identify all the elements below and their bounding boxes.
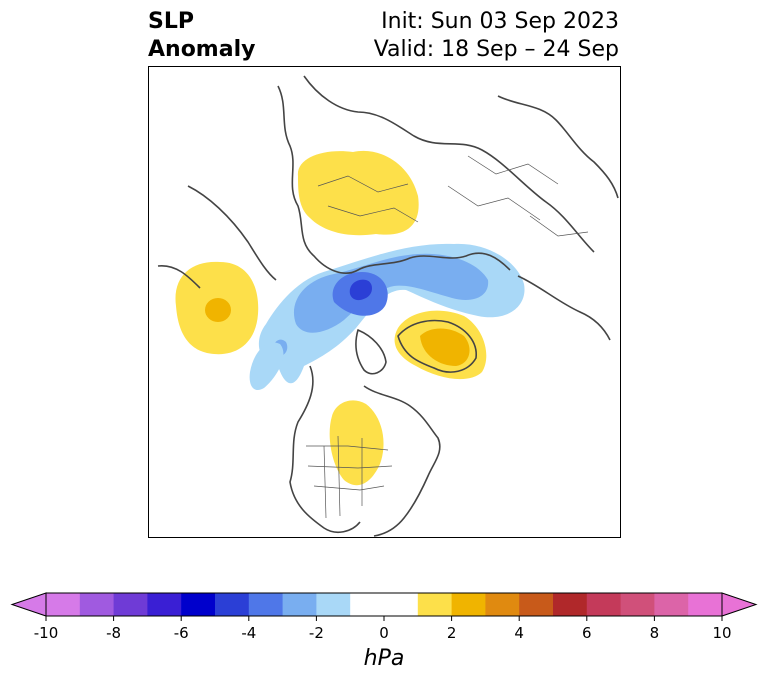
colorbar-tick-label: -10 — [34, 624, 59, 642]
colorbar-tick-label: -6 — [174, 624, 189, 642]
colorbar-tick-label: -4 — [241, 624, 256, 642]
colorbar-extend-high — [721, 592, 758, 617]
colorbar-cell — [350, 593, 385, 616]
init-date: Init: Sun 03 Sep 2023 — [381, 9, 619, 34]
anomaly-gulf-alaska-negative — [249, 342, 284, 391]
anomaly-central-us-positive — [329, 400, 384, 486]
colorbar-cell — [79, 593, 115, 616]
colorbar-unit-label: hPa — [363, 646, 405, 671]
colorbar-cells — [10, 592, 758, 617]
slp-anomaly-map — [148, 66, 621, 538]
colorbar-tick-label: -2 — [309, 624, 324, 642]
valid-dates: Valid: 18 Sep – 24 Sep — [373, 37, 619, 62]
colorbar-cell — [553, 593, 588, 616]
colorbar-tick-label: 6 — [582, 624, 592, 642]
colorbar-cell — [620, 593, 655, 616]
colorbar-ticks: -10 -8 -6 -4 -2 0 2 4 6 8 10 — [34, 616, 732, 642]
title-type: Anomaly — [148, 37, 256, 62]
colorbar-extend-low — [10, 592, 47, 617]
anomaly-siberia-positive — [297, 150, 419, 236]
colorbar-cell — [688, 593, 723, 616]
map-dates: Init: Sun 03 Sep 2023 Valid: 18 Sep – 24… — [374, 8, 619, 64]
colorbar: -10 -8 -6 -4 -2 0 2 4 6 8 10 — [10, 592, 758, 642]
colorbar-tick-label: 10 — [712, 624, 731, 642]
colorbar-cell — [248, 593, 284, 616]
colorbar-cell — [654, 593, 689, 616]
coastlines — [157, 75, 619, 537]
colorbar-cell — [113, 593, 148, 616]
colorbar-cell — [215, 593, 250, 616]
colorbar-tick-label: -8 — [106, 624, 121, 642]
anomaly-bering-positive — [175, 261, 259, 355]
country-borders — [306, 155, 589, 519]
map-title: SLP Anomaly — [148, 8, 255, 64]
colorbar-cell — [485, 593, 520, 616]
colorbar-cell — [46, 593, 81, 616]
colorbar-tick-label: 0 — [379, 624, 389, 642]
colorbar-tick-label: 2 — [447, 624, 457, 642]
colorbar-cell — [181, 593, 216, 616]
anomaly-greenland-positive — [394, 310, 487, 380]
colorbar-cell — [519, 593, 554, 616]
title-variable: SLP — [148, 9, 194, 34]
colorbar-cell — [147, 593, 182, 616]
colorbar-cell — [384, 593, 419, 616]
colorbar-cell — [282, 593, 317, 616]
colorbar-cell — [316, 593, 351, 616]
colorbar-tick-label: 4 — [514, 624, 524, 642]
colorbar-tick-label: 8 — [650, 624, 660, 642]
colorbar-cell — [451, 593, 486, 616]
colorbar-cell — [586, 593, 622, 616]
colorbar-cell — [417, 593, 453, 616]
